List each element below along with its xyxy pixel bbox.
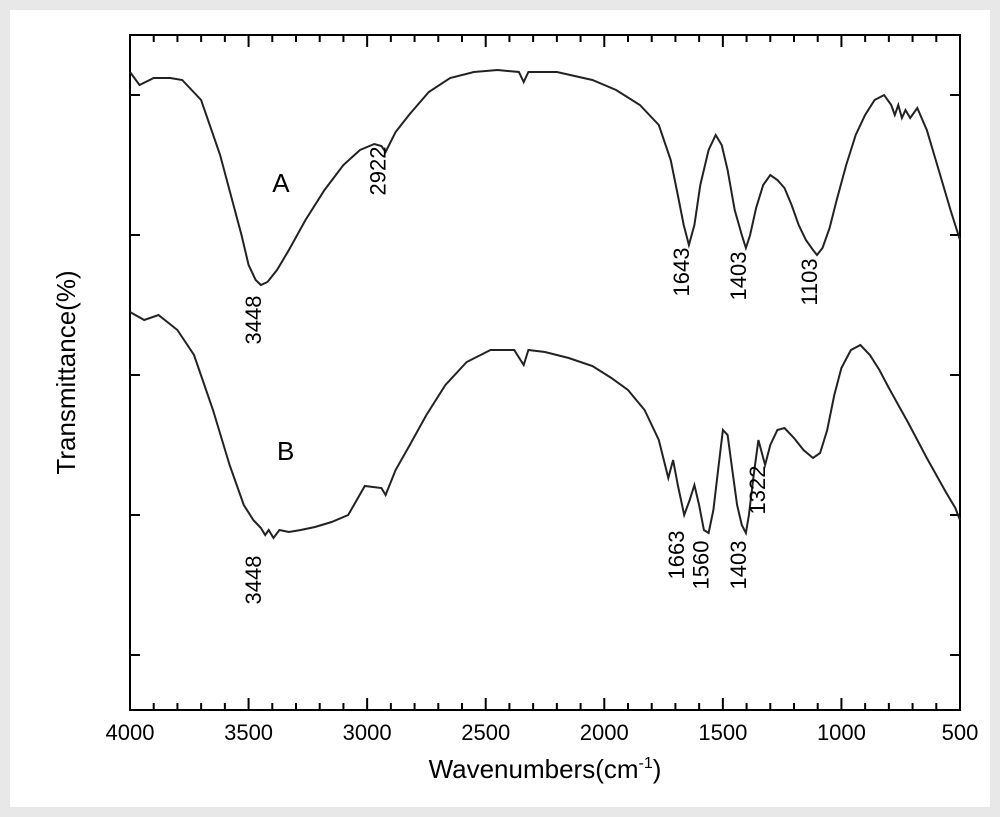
spectrum-b <box>130 312 960 538</box>
spectrum-a <box>130 70 960 285</box>
svg-text:1000: 1000 <box>817 720 866 745</box>
peak-label: 1663 <box>664 531 689 580</box>
svg-text:500: 500 <box>942 720 979 745</box>
svg-text:2500: 2500 <box>461 720 510 745</box>
peak-label: 1403 <box>726 541 751 590</box>
peak-label: 1643 <box>669 248 694 297</box>
svg-text:3000: 3000 <box>343 720 392 745</box>
peak-label: 1103 <box>797 258 822 305</box>
peak-label: 1403 <box>726 252 751 301</box>
series-label-a: A <box>272 168 290 198</box>
svg-text:Wavenumbers(cm-1): Wavenumbers(cm-1) <box>429 754 662 784</box>
peak-label: 1322 <box>745 466 770 515</box>
svg-text:4000: 4000 <box>106 720 155 745</box>
svg-text:3500: 3500 <box>224 720 273 745</box>
peak-label: 2922 <box>366 147 391 196</box>
svg-text:1500: 1500 <box>698 720 747 745</box>
peak-label: 3448 <box>241 296 266 345</box>
svg-text:Transmittance(%): Transmittance(%) <box>51 270 81 474</box>
ftir-chart: 4000 3500 3000 2500 2000 1500 1000 500 Wavenumbe… <box>10 10 990 807</box>
peak-label: 1560 <box>689 541 714 590</box>
series-label-b: B <box>277 436 294 466</box>
svg-text:2000: 2000 <box>580 720 629 745</box>
peak-label: 3448 <box>241 556 266 605</box>
